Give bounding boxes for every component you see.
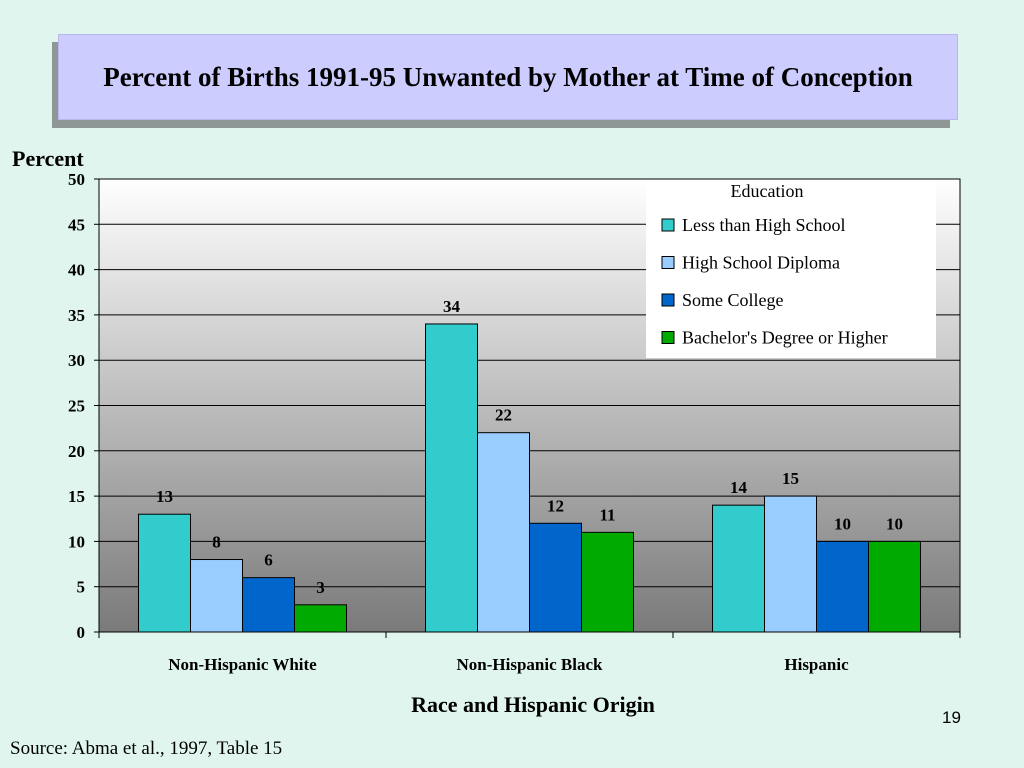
bar: [581, 531, 634, 633]
legend-box: [646, 180, 936, 358]
data-label: 14: [730, 478, 748, 497]
y-tick-label: 35: [68, 306, 85, 325]
y-tick-label: 5: [77, 578, 86, 597]
y-tick-label: 15: [68, 487, 85, 506]
slide-title: Percent of Births 1991-95 Unwanted by Mo…: [103, 61, 913, 92]
y-tick-label: 50: [68, 170, 85, 189]
bar: [816, 540, 869, 633]
data-label: 10: [886, 514, 903, 533]
data-label: 11: [599, 505, 615, 524]
y-axis-label: Percent: [12, 146, 84, 171]
legend: Education Less than High School High Schoo…: [646, 180, 936, 358]
legend-swatch: [661, 218, 675, 232]
y-tick-label: 30: [68, 351, 85, 370]
legend-label: Less than High School: [682, 215, 846, 235]
bar: [190, 559, 243, 633]
bar: [868, 540, 921, 633]
y-tick-label: 45: [68, 215, 85, 234]
bar: [294, 604, 347, 633]
y-tick-label: 40: [68, 261, 85, 280]
data-label: 12: [547, 496, 564, 515]
bar: [764, 495, 817, 633]
bar: [712, 504, 765, 633]
data-label: 10: [834, 514, 851, 533]
bar: [242, 577, 295, 633]
data-label: 8: [212, 533, 221, 552]
x-tick-label: Non-Hispanic Black: [457, 655, 603, 674]
data-label: 15: [782, 469, 799, 488]
data-label: 6: [264, 551, 273, 570]
data-label: 13: [156, 487, 173, 506]
data-label: 22: [495, 406, 512, 425]
y-tick-label: 10: [68, 532, 85, 551]
bars: 13 8 6 3 34 22 12 11 14 15 10 10: [138, 297, 921, 633]
x-axis: Non-Hispanic White Non-Hispanic Black Hisp…: [98, 632, 961, 674]
y-tick-label: 25: [68, 397, 85, 416]
y-tick-label: 0: [77, 623, 86, 642]
x-tick-label: Non-Hispanic White: [168, 655, 317, 674]
legend-swatch: [661, 331, 675, 344]
y-tick-label: 20: [68, 442, 85, 461]
x-axis-label: Race and Hispanic Origin: [411, 692, 655, 717]
legend-label: High School Diploma: [682, 253, 840, 273]
legend-swatch: [661, 293, 675, 307]
data-label: 3: [316, 578, 325, 597]
y-axis: 0 5 10 15 20 25 30 35 40 45 50: [68, 170, 100, 642]
source-note: Source: Abma et al., 1997, Table 15: [10, 738, 283, 759]
legend-title: Education: [731, 181, 804, 201]
legend-label: Bachelor's Degree or Higher: [682, 328, 888, 348]
bar: [529, 522, 582, 633]
legend-label: Some College: [682, 290, 784, 310]
bar: [138, 513, 191, 633]
page-number: 19: [942, 708, 961, 727]
legend-swatch: [661, 256, 675, 269]
data-label: 34: [443, 297, 461, 316]
bar: [477, 432, 530, 633]
title-box: Percent of Births 1991-95 Unwanted by Mo…: [58, 34, 958, 120]
x-tick-label: Hispanic: [784, 655, 849, 674]
bar: [425, 323, 478, 633]
